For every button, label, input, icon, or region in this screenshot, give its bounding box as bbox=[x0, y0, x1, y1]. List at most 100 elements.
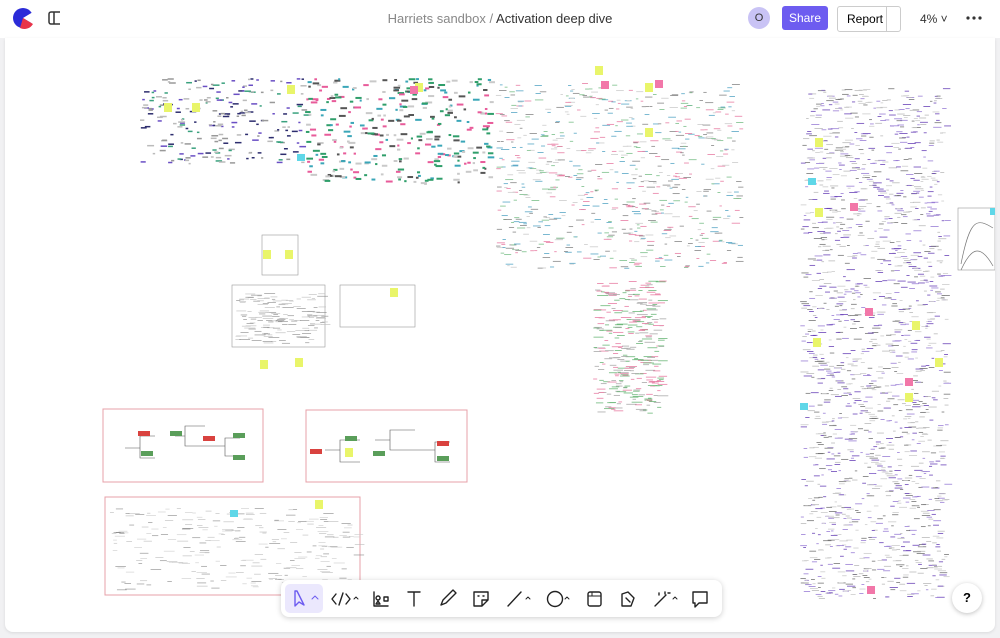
shape-tool[interactable] bbox=[546, 590, 564, 608]
comment-tool[interactable] bbox=[692, 591, 708, 608]
canvas-element bbox=[497, 209, 502, 211]
canvas-element bbox=[877, 518, 883, 520]
canvas-element bbox=[260, 326, 265, 328]
canvas-element bbox=[835, 367, 840, 369]
canvas-element bbox=[648, 289, 657, 291]
canvas-element bbox=[810, 392, 819, 394]
canvas-element bbox=[860, 293, 863, 295]
canvas-element bbox=[904, 356, 909, 358]
report-button[interactable]: Report bbox=[837, 6, 901, 32]
canvas-element bbox=[515, 90, 524, 92]
canvas-element bbox=[236, 300, 241, 301]
canvas-element bbox=[911, 349, 918, 351]
canvas-element bbox=[524, 211, 533, 213]
canvas-element bbox=[614, 337, 620, 339]
canvas-element bbox=[539, 91, 547, 93]
canvas-element bbox=[168, 561, 173, 563]
canvas-element bbox=[843, 293, 847, 295]
magic-tool[interactable] bbox=[654, 591, 671, 607]
canvas-element bbox=[834, 593, 839, 595]
canvas-element bbox=[655, 281, 666, 283]
share-button[interactable]: Share bbox=[782, 6, 828, 30]
canvas-element bbox=[715, 177, 721, 179]
canvas-element bbox=[627, 299, 639, 301]
canvas-element bbox=[251, 156, 255, 159]
canvas-element bbox=[652, 192, 659, 194]
canvas-element bbox=[845, 515, 850, 517]
sticky-tool[interactable] bbox=[473, 591, 489, 607]
canvas-element bbox=[666, 206, 671, 207]
canvas-element bbox=[821, 129, 827, 131]
canvas-element bbox=[863, 577, 870, 578]
report-dropdown[interactable] bbox=[886, 7, 901, 31]
canvas-element bbox=[349, 100, 354, 103]
canvas-element bbox=[537, 152, 544, 153]
line-tool[interactable] bbox=[507, 591, 522, 607]
canvas-element bbox=[897, 399, 905, 401]
canvas-element bbox=[815, 453, 823, 455]
canvas-element bbox=[803, 591, 811, 592]
canvas-element bbox=[836, 226, 840, 228]
canvas-element bbox=[702, 124, 711, 126]
canvas[interactable] bbox=[5, 38, 998, 632]
canvas-element bbox=[863, 557, 870, 559]
workspace[interactable]: Harriets sandbox bbox=[387, 11, 486, 26]
canvas-element bbox=[822, 272, 829, 274]
canvas-element bbox=[869, 473, 876, 474]
canvas-element bbox=[706, 253, 711, 255]
canvas-element bbox=[851, 519, 860, 521]
canvas-element bbox=[323, 513, 334, 514]
zoom[interactable]: 4% ˅ bbox=[920, 12, 948, 26]
canvas-element bbox=[930, 595, 935, 597]
canvas-element bbox=[854, 132, 858, 133]
page-title[interactable]: Activation deep dive bbox=[496, 11, 613, 26]
select-tool[interactable] bbox=[294, 590, 305, 607]
frame-tool[interactable] bbox=[587, 591, 602, 607]
canvas-element bbox=[805, 212, 811, 214]
canvas-element bbox=[662, 138, 671, 140]
canvas-element bbox=[399, 103, 402, 106]
canvas-element bbox=[900, 170, 909, 172]
canvas-element bbox=[447, 109, 453, 112]
more-menu[interactable] bbox=[964, 0, 984, 38]
canvas-element bbox=[817, 360, 825, 362]
canvas-element bbox=[899, 410, 902, 411]
canvas-element bbox=[321, 545, 328, 547]
canvas-element bbox=[599, 136, 606, 138]
canvas-element bbox=[940, 275, 945, 277]
canvas-element bbox=[634, 262, 642, 264]
sidebar-toggle[interactable] bbox=[48, 11, 60, 25]
canvas-element bbox=[812, 306, 817, 308]
canvas-element bbox=[935, 214, 941, 216]
canvas-element bbox=[825, 465, 833, 467]
canvas-element bbox=[616, 403, 621, 405]
avatar[interactable]: O bbox=[748, 7, 770, 29]
canvas-element bbox=[643, 208, 648, 210]
help-button[interactable]: ? bbox=[952, 583, 982, 613]
canvas-element bbox=[899, 489, 904, 491]
canvas-element bbox=[640, 303, 647, 305]
canvas-element bbox=[635, 222, 644, 224]
canvas-element bbox=[844, 89, 853, 91]
chart-tool[interactable] bbox=[373, 591, 389, 607]
canvas-element bbox=[305, 342, 310, 344]
canvas-element bbox=[713, 139, 721, 141]
canvas-element bbox=[196, 131, 200, 134]
text-tool[interactable] bbox=[407, 591, 421, 607]
canvas-element bbox=[877, 311, 886, 313]
pen-tool[interactable] bbox=[440, 589, 457, 606]
canvas-element bbox=[638, 330, 646, 332]
canvas-element bbox=[310, 449, 322, 454]
caret bbox=[525, 596, 531, 600]
canvas-element bbox=[847, 403, 850, 405]
canvas-element bbox=[719, 150, 724, 152]
canvas-element bbox=[927, 294, 931, 296]
canvas-element bbox=[603, 291, 610, 293]
canvas-element bbox=[364, 161, 371, 164]
canvas-element bbox=[510, 165, 519, 167]
canvas-element bbox=[205, 510, 212, 512]
component-tool[interactable] bbox=[621, 591, 635, 607]
code-tool[interactable] bbox=[331, 592, 351, 606]
canvas-element bbox=[244, 109, 248, 112]
canvas-element bbox=[707, 154, 715, 155]
